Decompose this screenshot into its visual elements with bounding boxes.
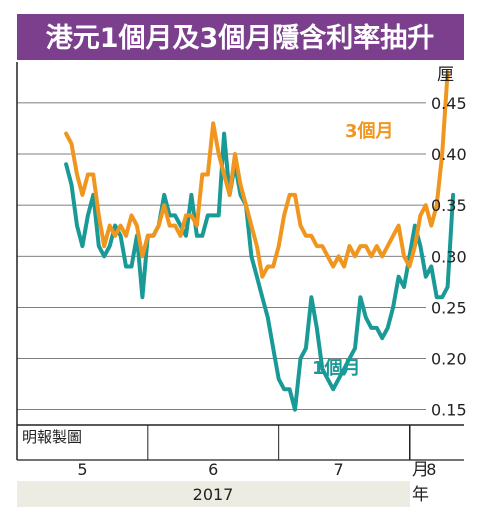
source-credit: 明報製圖 <box>22 428 82 446</box>
x-axis-label: 月 <box>412 460 429 480</box>
chart-frame <box>16 62 464 461</box>
x-tick-label: 8 <box>426 460 436 479</box>
series-line-1m <box>64 131 456 412</box>
title-bar <box>17 14 464 60</box>
y-tick-labels: 0.15 0.20 0.25 0.30 0.35 0.40 0.45 <box>431 94 467 420</box>
y-tick-label: 0.40 <box>431 145 467 164</box>
series-lines <box>64 70 456 412</box>
y-tick-label: 0.20 <box>431 350 467 369</box>
x-tick-label: 5 <box>77 460 87 479</box>
year-label: 2017 <box>193 485 234 504</box>
x-tick-label: 6 <box>208 460 218 479</box>
y-tick-label: 0.15 <box>431 401 467 420</box>
x-tick-labels: 5 6 7 8 <box>77 460 436 479</box>
y-tick-label: 0.45 <box>431 94 467 113</box>
series-label-3m: 3個月 <box>345 121 394 142</box>
year-bar <box>17 481 410 507</box>
y-tick-label: 0.30 <box>431 247 467 266</box>
y-tick-label: 0.25 <box>431 298 467 317</box>
chart-title: 港元1個月及3個月隱含利率抽升 <box>46 22 435 54</box>
x-tick-label: 7 <box>334 460 344 479</box>
series-label-1m: 1個月 <box>312 358 361 379</box>
series-line-3m <box>64 70 450 279</box>
y-tick-label: 0.35 <box>431 196 467 215</box>
year-unit-label: 年 <box>412 485 429 505</box>
y-axis-label: 厘 <box>437 65 454 85</box>
